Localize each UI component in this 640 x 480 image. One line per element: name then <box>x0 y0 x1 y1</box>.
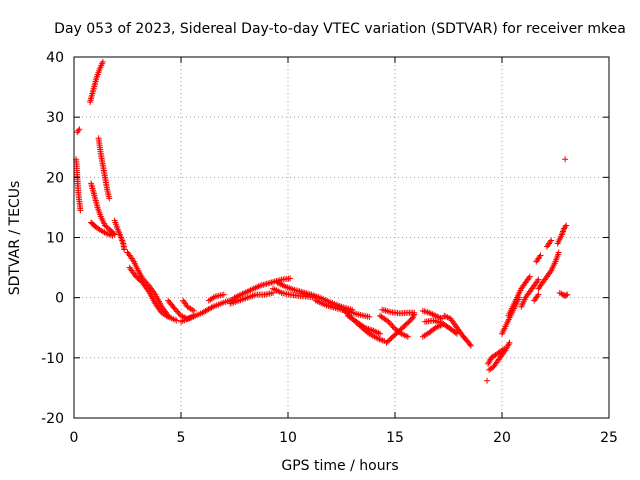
data-point <box>537 252 544 259</box>
data-point <box>466 341 473 348</box>
x-tick-label: 10 <box>279 430 297 446</box>
data-point <box>389 323 396 330</box>
y-tick-label: 30 <box>46 110 64 126</box>
data-point <box>409 315 416 322</box>
data-point <box>75 127 82 134</box>
data-point <box>386 320 393 327</box>
data-point <box>548 237 555 244</box>
data-point <box>555 249 562 256</box>
y-tick-label: 0 <box>55 291 64 307</box>
data-point <box>388 321 395 328</box>
data-point <box>562 156 569 163</box>
y-tick-label: 10 <box>46 231 64 247</box>
x-tick-label: 5 <box>177 430 186 446</box>
data-point <box>171 305 178 312</box>
data-point <box>76 126 83 133</box>
y-axis-ticks: -20 -10 0 10 20 30 40 <box>41 50 609 427</box>
x-tick-label: 25 <box>600 430 618 446</box>
data-point <box>287 275 294 282</box>
data-point <box>190 307 197 314</box>
y-axis-label: SDTVAR / TECUs <box>7 181 23 296</box>
data-points <box>73 58 571 384</box>
data-point <box>452 329 459 336</box>
data-point <box>121 246 128 253</box>
data-point <box>174 308 181 315</box>
data-point <box>563 292 570 299</box>
data-point <box>377 330 384 337</box>
data-point <box>106 195 113 202</box>
data-point <box>172 306 179 313</box>
data-point <box>175 309 182 316</box>
data-point <box>563 222 570 229</box>
data-point <box>411 309 418 316</box>
x-tick-label: 0 <box>70 430 79 446</box>
data-point <box>410 312 417 319</box>
grid-lines <box>74 57 609 418</box>
data-point <box>535 276 542 283</box>
x-axis-ticks: 0 5 10 15 20 25 <box>70 57 618 446</box>
data-point <box>77 207 84 214</box>
data-point <box>404 333 411 340</box>
data-point <box>526 273 533 280</box>
data-point <box>366 313 373 320</box>
data-point <box>535 291 542 298</box>
y-tick-label: 40 <box>46 50 64 66</box>
data-point <box>506 339 513 346</box>
y-tick-label: 20 <box>46 170 64 186</box>
data-point <box>564 291 571 298</box>
data-point <box>109 232 116 239</box>
y-tick-label: -20 <box>41 411 64 427</box>
data-point <box>439 321 446 328</box>
data-point <box>364 329 371 336</box>
x-tick-label: 20 <box>493 430 511 446</box>
data-point <box>467 342 474 349</box>
data-point <box>99 58 106 65</box>
data-point <box>360 323 367 330</box>
data-point <box>385 318 392 325</box>
data-point <box>95 225 102 232</box>
data-point <box>173 317 180 324</box>
data-point <box>220 291 227 298</box>
data-point <box>484 377 491 384</box>
y-tick-label: -10 <box>41 351 64 367</box>
x-axis-label: GPS time / hours <box>281 458 398 474</box>
x-tick-label: 15 <box>386 430 404 446</box>
chart-title: Day 053 of 2023, Sidereal Day-to-day VTE… <box>54 21 626 37</box>
